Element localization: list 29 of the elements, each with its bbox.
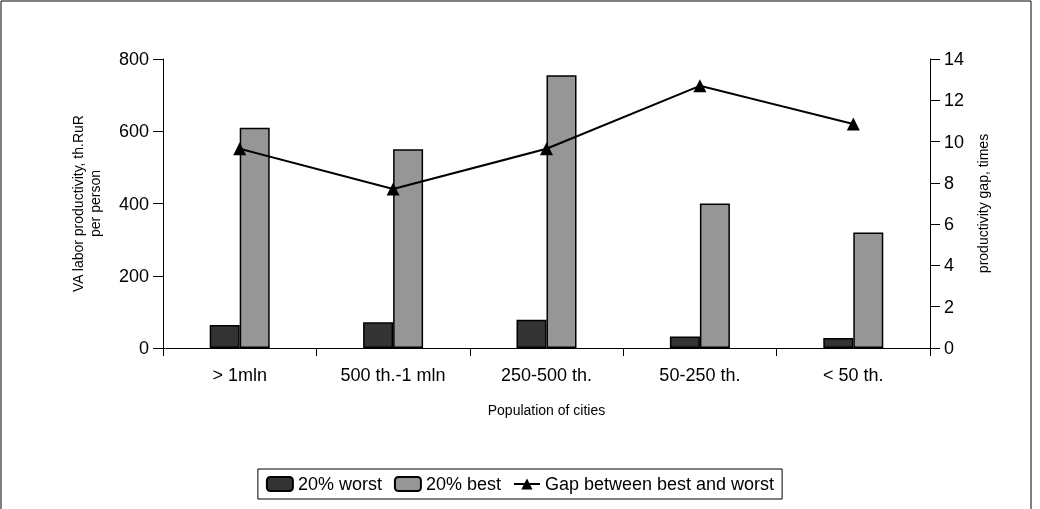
y2-tick-label: 14 [944,49,965,69]
x-axis-title: Population of cities [487,402,606,418]
y-tick-label: 400 [118,193,149,214]
x-tick-label: < 50 th. [823,365,884,385]
legend-label: Gap between best and worst [544,474,775,494]
y-tick-label: 0 [138,338,149,358]
y2-tick-label: 0 [944,338,955,358]
point [540,142,553,156]
x-tick-label: > 1mln [212,365,267,385]
y2-tick-label: 8 [944,172,955,193]
y2-tick-label: 6 [944,214,955,235]
point [693,79,707,93]
point [386,182,400,196]
legend-label: 20% best [425,474,501,494]
y-axis-title: VA labor productivity, th.RuR per person [69,115,103,292]
y2-tick-label: 12 [944,90,965,111]
legend-label: 20% worst [297,474,382,494]
y-tick-label: 800 [118,49,149,69]
point [233,142,247,156]
y2-tick-label: 10 [944,131,965,152]
x-tick-label: 250-500 th. [500,365,593,385]
y2-tick-label: 2 [944,296,955,317]
y2-tick-label: 4 [944,255,955,276]
y-tick-label: 600 [118,121,149,142]
y2-axis-title: productivity gap, times [975,133,992,274]
point [846,117,860,131]
x-tick-label: 50-250 th. [659,365,741,385]
x-tick-label: 500 th.-1 mln [340,365,446,385]
y-tick-label: 200 [118,265,149,286]
